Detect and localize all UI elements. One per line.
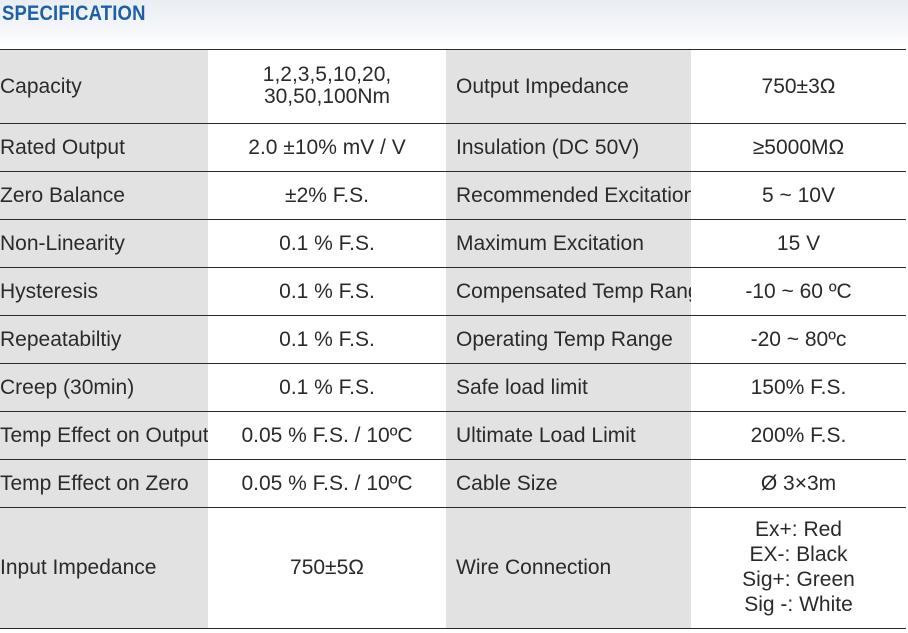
spec-label: Input Impedance [0, 507, 208, 629]
spec-value: 0.1 % F.S. [208, 267, 446, 316]
table-row: Input Impedance 750±5Ω Wire Connection E… [0, 507, 906, 629]
spec-label: Operating Temp Range [446, 315, 691, 364]
wire-connection-list: Ex+: Red EX-: Black Sig+: Green Sig -: W… [742, 518, 855, 617]
spec-label: Output Impedance [446, 49, 691, 124]
wire-line: Ex+: Red [755, 518, 842, 542]
spec-label: Creep (30min) [0, 363, 208, 412]
spec-value: 750±5Ω [208, 507, 446, 629]
table-row: Zero Balance ±2% F.S. Recommended Excita… [0, 171, 906, 220]
spec-value: 0.1 % F.S. [208, 315, 446, 364]
spec-label: Maximum Excitation [446, 219, 691, 268]
spec-value: 750±3Ω [691, 49, 906, 124]
spec-label: Safe load limit [446, 363, 691, 412]
spec-label: Non-Linearity [0, 219, 208, 268]
spec-value: 200% F.S. [691, 411, 906, 460]
table-row: Non-Linearity 0.1 % F.S. Maximum Excitat… [0, 219, 906, 268]
spec-label: Rated Output [0, 123, 208, 172]
spec-value: 1,2,3,5,10,20, 30,50,100Nm [262, 63, 392, 109]
spec-value: 0.05 % F.S. / 10ºC [208, 459, 446, 508]
spec-label: Recommended Excitation [446, 171, 691, 220]
spec-value: 0.05 % F.S. / 10ºC [208, 411, 446, 460]
wire-line: Sig -: White [744, 592, 853, 616]
spec-value: 150% F.S. [691, 363, 906, 412]
header-band [0, 0, 908, 46]
table-row: Temp Effect on Output 0.05 % F.S. / 10ºC… [0, 411, 906, 460]
spec-table: Capacity 1,2,3,5,10,20, 30,50,100Nm Outp… [0, 49, 906, 629]
table-row: Repeatabiltiy 0.1 % F.S. Operating Temp … [0, 315, 906, 364]
table-row: Capacity 1,2,3,5,10,20, 30,50,100Nm Outp… [0, 49, 906, 124]
spec-label: Temp Effect on Zero [0, 459, 208, 508]
spec-label: Repeatabiltiy [0, 315, 208, 364]
spec-label: Cable Size [446, 459, 691, 508]
spec-label: Ultimate Load Limit [446, 411, 691, 460]
spec-label: Capacity [0, 49, 208, 124]
spec-value: -10 ~ 60 ºC [691, 267, 906, 316]
spec-label: Zero Balance [0, 171, 208, 220]
spec-value: 5 ~ 10V [691, 171, 906, 220]
spec-value: ≥5000MΩ [691, 123, 906, 172]
spec-label: Wire Connection [446, 507, 691, 629]
wire-connection-value: Ex+: Red EX-: Black Sig+: Green Sig -: W… [691, 507, 906, 629]
page-title: SPECIFICATION [2, 2, 146, 25]
spec-value: -20 ~ 80ºc [691, 315, 906, 364]
table-row: Hysteresis 0.1 % F.S. Compensated Temp R… [0, 267, 906, 316]
table-row: Creep (30min) 0.1 % F.S. Safe load limit… [0, 363, 906, 412]
wire-line: EX-: Black [749, 543, 848, 567]
spec-value: ±2% F.S. [208, 171, 446, 220]
wire-line: Sig+: Green [742, 568, 855, 591]
spec-value: 15 V [691, 219, 906, 268]
table-row: Rated Output 2.0 ±10% mV / V Insulation … [0, 123, 906, 172]
spec-label: Hysteresis [0, 267, 208, 316]
spec-value: Ø 3×3m [691, 459, 906, 508]
spec-value: 0.1 % F.S. [208, 363, 446, 412]
spec-value: 2.0 ±10% mV / V [208, 123, 446, 172]
spec-label: Insulation (DC 50V) [446, 123, 691, 172]
spec-value: 0.1 % F.S. [208, 219, 446, 268]
spec-label: Compensated Temp Range [446, 267, 691, 316]
spec-label: Temp Effect on Output [0, 411, 208, 460]
table-row: Temp Effect on Zero 0.05 % F.S. / 10ºC C… [0, 459, 906, 508]
